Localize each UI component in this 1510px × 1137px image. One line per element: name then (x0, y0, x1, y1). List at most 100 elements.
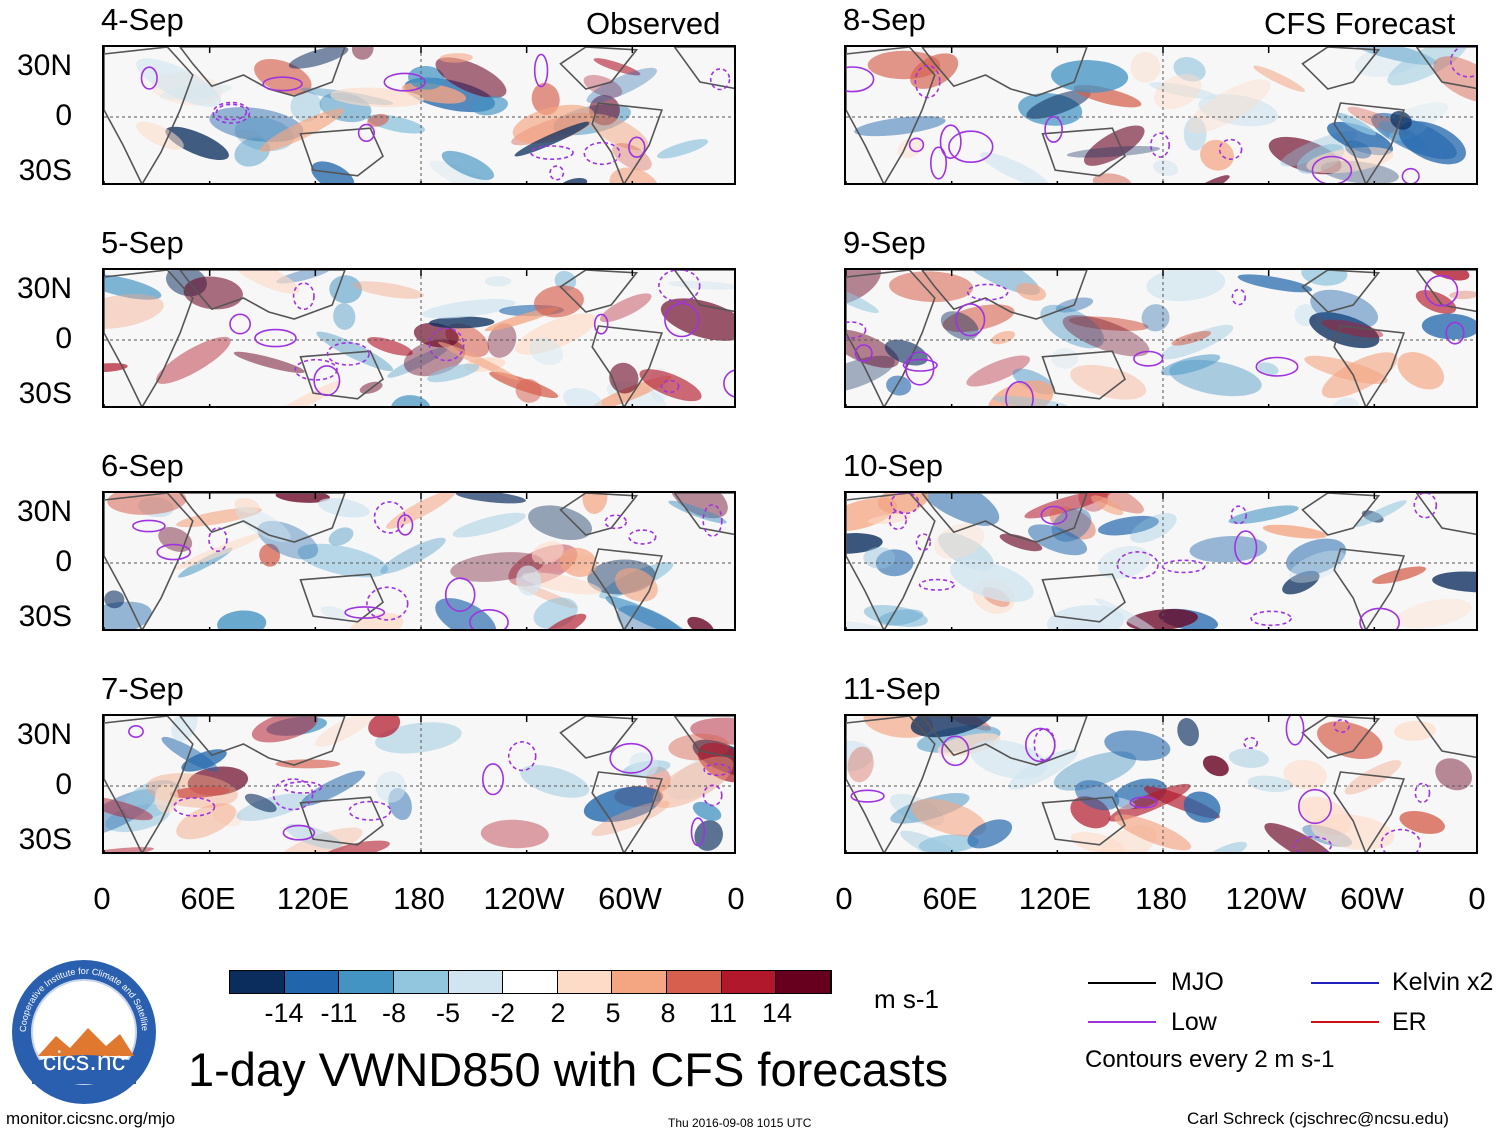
coastline (1301, 270, 1381, 313)
wind-anomaly-shading (480, 819, 549, 849)
wind-anomaly-shading (846, 533, 883, 554)
low-contour (212, 101, 251, 124)
wind-anomaly-shading (429, 316, 495, 329)
low-contour (1424, 274, 1459, 307)
vwnd-map (846, 47, 1476, 183)
coastline (104, 493, 194, 629)
low-contour (723, 369, 734, 398)
low-contour (1116, 551, 1159, 579)
wind-anomaly-shading (275, 759, 341, 769)
wind-anomaly-shading (1317, 721, 1383, 760)
wind-anomaly-shading (1016, 282, 1047, 301)
low-contour (702, 504, 723, 537)
coastline (1041, 350, 1126, 400)
wind-anomaly-shading (1177, 718, 1199, 747)
map-panel-observed-2 (102, 268, 736, 408)
wind-anomaly-shading (183, 276, 243, 310)
colorbar-swatch (776, 971, 832, 993)
wind-anomaly-shading (529, 337, 563, 366)
wind-anomaly-shading (315, 716, 376, 747)
vwnd-map (104, 493, 734, 629)
wind-anomaly-shading (1433, 56, 1476, 103)
wind-anomaly-shading (155, 336, 231, 384)
wind-anomaly-shading (1024, 493, 1112, 519)
wind-anomaly-shading (609, 362, 639, 394)
low-contour (469, 609, 509, 629)
coastline (1333, 548, 1405, 629)
wind-anomaly-shading (212, 805, 242, 827)
wind-anomaly-shading (244, 793, 277, 813)
lon-label: 120E (1018, 881, 1092, 916)
lon-label: 60E (922, 881, 978, 916)
low-contour (373, 501, 406, 534)
low-contour (918, 578, 956, 591)
wind-anomaly-shading (528, 505, 593, 541)
low-contour (905, 351, 935, 386)
wind-anomaly-shading (846, 620, 889, 629)
wind-anomaly-shading (992, 395, 1070, 406)
vwnd-map (846, 270, 1476, 406)
wind-anomaly-shading (1154, 74, 1202, 110)
lat-label-30n: 30N (16, 718, 72, 751)
wind-anomaly-shading (1421, 313, 1476, 340)
wind-anomaly-shading (934, 523, 985, 560)
wind-anomaly-shading (991, 330, 1016, 345)
wind-anomaly-shading (970, 739, 1047, 779)
wind-anomaly-shading (516, 565, 542, 596)
wind-anomaly-shading (1228, 505, 1299, 524)
low-contour (173, 797, 216, 817)
footer-author: Carl Schreck (cjschrec@ncsu.edu) (1187, 1109, 1449, 1128)
wind-anomaly-shading (1028, 524, 1088, 556)
low-contour (132, 519, 166, 533)
wind-anomaly-shading (690, 717, 734, 746)
vwnd-map (846, 716, 1476, 852)
low-contour (908, 137, 925, 153)
wind-anomaly-shading (104, 363, 128, 373)
colorbar-tick-label: -14 (264, 998, 304, 1028)
wind-anomaly-shading (586, 67, 658, 104)
wind-anomaly-shading (1146, 270, 1226, 302)
low-contour (628, 136, 646, 158)
map-panel-observed-1 (102, 45, 736, 185)
wind-anomaly-shading (980, 152, 1049, 183)
wind-anomaly-shading (657, 139, 709, 159)
wind-anomaly-shading (1237, 274, 1313, 293)
coastline (921, 716, 1088, 766)
low-contour (1231, 288, 1246, 306)
panel-date-label: 6-Sep (101, 448, 184, 483)
coastline (1301, 716, 1381, 759)
wind-anomaly-shading (408, 65, 445, 90)
wind-anomaly-shading (1026, 89, 1091, 119)
coastline (179, 716, 346, 766)
low-contour (156, 543, 191, 561)
coastline (846, 47, 936, 183)
colorbar-units: m s-1 (874, 984, 939, 1014)
wind-anomaly-shading (1068, 316, 1149, 331)
low-contour (1311, 155, 1353, 183)
wind-anomaly-shading (1190, 175, 1230, 183)
wind-anomaly-shading (1051, 60, 1129, 93)
wind-anomaly-shading (562, 387, 602, 406)
wind-anomaly-shading (1070, 364, 1147, 400)
wind-anomaly-shading (217, 610, 267, 629)
vwnd-map (104, 47, 734, 183)
wind-anomaly-shading (515, 313, 597, 355)
colorbar-swatch (448, 971, 504, 993)
wind-anomaly-shading (154, 783, 179, 814)
coastline (299, 796, 384, 846)
low-contour (1413, 493, 1438, 519)
coastline (673, 493, 734, 536)
wind-anomaly-shading (639, 369, 702, 402)
coastline (846, 493, 936, 629)
lat-label-30s: 30S (18, 823, 72, 856)
wind-anomaly-shading (1183, 116, 1207, 151)
coastline (1301, 47, 1381, 90)
colorbar-swatch (612, 971, 668, 993)
lon-label: 180 (1135, 881, 1187, 916)
coastline (673, 716, 734, 759)
lat-label-30n: 30N (16, 495, 72, 528)
contour-note: Contours every 2 m s-1 (1085, 1046, 1335, 1073)
wind-anomaly-shading (1257, 362, 1279, 375)
wind-anomaly-shading (441, 150, 495, 181)
wind-anomaly-shading (1435, 758, 1472, 791)
